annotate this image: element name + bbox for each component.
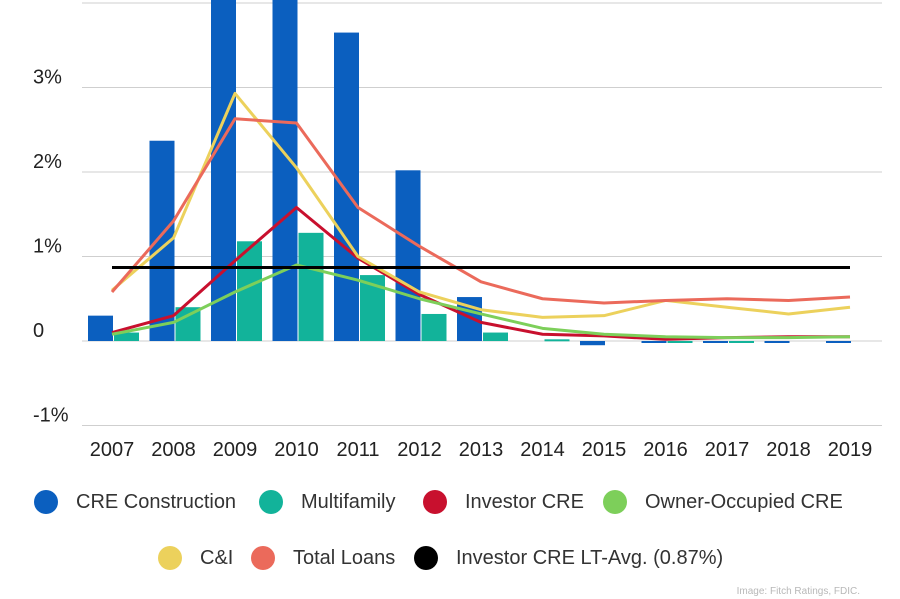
bar-cre-construction-2015[interactable] xyxy=(580,341,605,346)
bar-multifamily-2014[interactable] xyxy=(544,339,570,342)
x-tick-label: 2008 xyxy=(151,439,196,461)
x-tick-label: 2013 xyxy=(459,439,504,461)
legend-swatch xyxy=(34,490,58,514)
bar-cre-construction-2019[interactable] xyxy=(826,341,851,343)
x-tick-label: 2009 xyxy=(213,439,258,461)
legend-label: Investor CRE LT-Avg. (0.87%) xyxy=(456,546,724,569)
legend-label: Owner-Occupied CRE xyxy=(645,490,843,513)
legend-item-owner-occupied-cre[interactable]: Owner-Occupied CRE xyxy=(603,490,843,514)
legend-item-cre-construction[interactable]: CRE Construction xyxy=(34,490,236,514)
y-axis-ticks: 3% 2% 1% 0 -1% xyxy=(33,67,69,427)
legend-label: Total Loans xyxy=(293,546,396,569)
legend-swatch xyxy=(603,490,627,514)
bar-multifamily-2016[interactable] xyxy=(667,341,693,343)
x-tick-label: 2018 xyxy=(766,439,811,461)
legend-label: C&I xyxy=(200,546,234,569)
bar-multifamily-2008[interactable] xyxy=(175,307,201,341)
legend-swatch xyxy=(423,490,447,514)
bar-cre-construction-2007[interactable] xyxy=(88,315,113,341)
legend-swatch xyxy=(251,546,275,570)
x-tick-label: 2011 xyxy=(336,439,379,461)
image-credit: Image: Fitch Ratings, FDIC. xyxy=(736,586,860,597)
x-tick-label: 2015 xyxy=(582,439,627,461)
bar-multifamily-2009[interactable] xyxy=(237,241,262,341)
x-axis-ticks: 2007 2008 2009 2010 2011 2012 2013 2014 2015 2016… xyxy=(90,439,873,461)
line-owner-occupied-cre[interactable] xyxy=(111,263,851,340)
bar-cre-construction-2016[interactable] xyxy=(641,341,667,343)
x-tick-label: 2007 xyxy=(90,439,135,461)
bar-multifamily-2013[interactable] xyxy=(483,332,508,341)
y-tick-label: 2% xyxy=(33,151,62,173)
lines xyxy=(110,91,851,341)
x-tick-label: 2014 xyxy=(520,439,565,461)
x-tick-label: 2012 xyxy=(397,439,442,461)
x-tick-label: 2017 xyxy=(705,439,750,461)
bars xyxy=(88,0,851,346)
y-tick-label: 1% xyxy=(33,236,62,258)
y-tick-label: 3% xyxy=(33,67,62,89)
bar-multifamily-2012[interactable] xyxy=(421,313,447,341)
legend-item-multifamily[interactable]: Multifamily xyxy=(259,490,395,514)
bar-cre-construction-2018[interactable] xyxy=(764,341,790,343)
legend-swatch xyxy=(259,490,283,514)
bar-multifamily-2007[interactable] xyxy=(114,332,139,341)
y-tick-label: 0 xyxy=(33,320,44,342)
legend-label: CRE Construction xyxy=(76,490,237,513)
bar-cre-construction-2017[interactable] xyxy=(703,341,728,343)
x-tick-label: 2010 xyxy=(274,439,319,461)
bar-multifamily-2010[interactable] xyxy=(298,232,324,341)
legend-swatch xyxy=(158,546,182,570)
x-tick-label: 2019 xyxy=(828,439,873,461)
bar-cre-construction-2011[interactable] xyxy=(334,32,359,341)
legend-item-investor-cre[interactable]: Investor CRE xyxy=(423,490,584,514)
bar-cre-construction-2009[interactable] xyxy=(211,0,236,341)
legend-item-lt-avg[interactable]: Investor CRE LT-Avg. (0.87%) xyxy=(414,546,723,570)
legend-label: Multifamily xyxy=(301,490,396,513)
legend-swatch xyxy=(414,546,438,570)
line-total-loans[interactable] xyxy=(110,117,851,305)
gridlines xyxy=(82,2,882,426)
x-tick-label: 2016 xyxy=(643,439,688,461)
bar-multifamily-2017[interactable] xyxy=(729,341,754,343)
legend-item-c-and-i[interactable]: C&I xyxy=(158,546,233,570)
bar-cre-construction-2010[interactable] xyxy=(272,0,298,341)
line-c-i[interactable] xyxy=(111,91,851,319)
y-tick-label: -1% xyxy=(33,405,69,427)
legend-item-total-loans[interactable]: Total Loans xyxy=(251,546,395,570)
bar-cre-construction-2012[interactable] xyxy=(395,170,421,341)
legend-label: Investor CRE xyxy=(465,490,584,513)
